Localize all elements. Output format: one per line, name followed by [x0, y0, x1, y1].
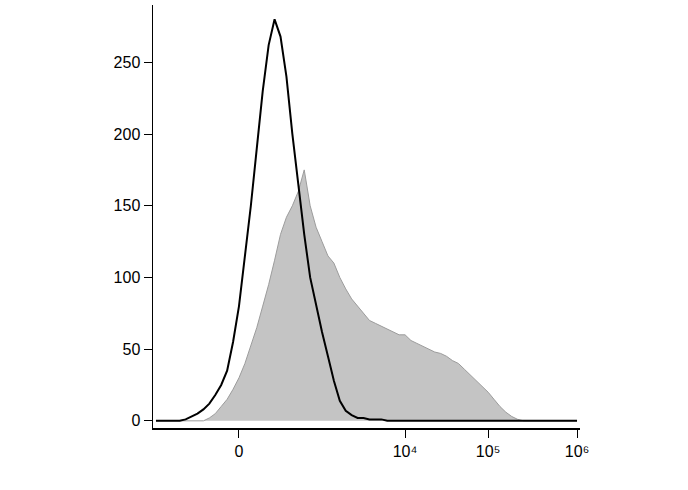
svg-text:10⁴: 10⁴	[393, 443, 418, 460]
svg-text:100: 100	[114, 269, 141, 286]
svg-text:150: 150	[114, 197, 141, 214]
svg-text:250: 250	[114, 54, 141, 71]
svg-text:0: 0	[131, 412, 140, 429]
svg-text:10⁶: 10⁶	[565, 443, 589, 460]
svg-text:10⁵: 10⁵	[476, 443, 500, 460]
svg-text:0: 0	[235, 443, 244, 460]
svg-text:200: 200	[114, 126, 141, 143]
svg-text:50: 50	[123, 341, 141, 358]
